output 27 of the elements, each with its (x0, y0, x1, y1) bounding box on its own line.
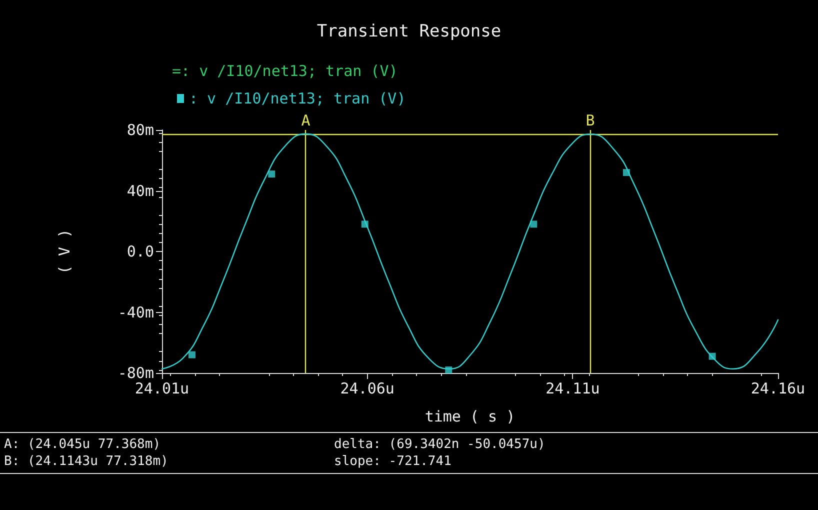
text: =: v /I10/net13; tran (V) (172, 62, 398, 80)
x-tick-label: 24.16u (750, 380, 806, 398)
text: A: (24.045u 77.368m) (4, 437, 161, 452)
x-tick-label: 24.01u (134, 380, 190, 398)
text: B: (24.1143u 77.318m) (4, 454, 168, 469)
y-tick-label: 0.0 (126, 242, 154, 260)
x-tick-label: 24.11u (546, 380, 600, 398)
point (530, 220, 538, 228)
y-tick-label: -40m (118, 303, 154, 322)
point (268, 170, 276, 178)
text: delta: (69.3402n -50.0457u) (334, 437, 546, 452)
point (708, 352, 716, 360)
chart-title: Transient Response (316, 22, 502, 42)
point (445, 366, 452, 374)
y-axis-title: ( V ) (56, 228, 74, 274)
ref-line-label: B (586, 112, 595, 130)
y-tick-label: 40m (126, 182, 154, 200)
text: slope: -721.741 (334, 454, 452, 469)
ref-line-label: A (301, 112, 310, 130)
point (188, 351, 196, 358)
legend-label: : v /I10/net13; tran (V) (189, 90, 406, 108)
y-tick-label: 80m (126, 121, 154, 139)
point (361, 220, 368, 228)
x-tick-label: 24.06u (340, 380, 394, 398)
point (622, 169, 630, 176)
y-tick-label: -80m (118, 364, 154, 382)
x-axis-title: time ( s ) (424, 408, 516, 426)
